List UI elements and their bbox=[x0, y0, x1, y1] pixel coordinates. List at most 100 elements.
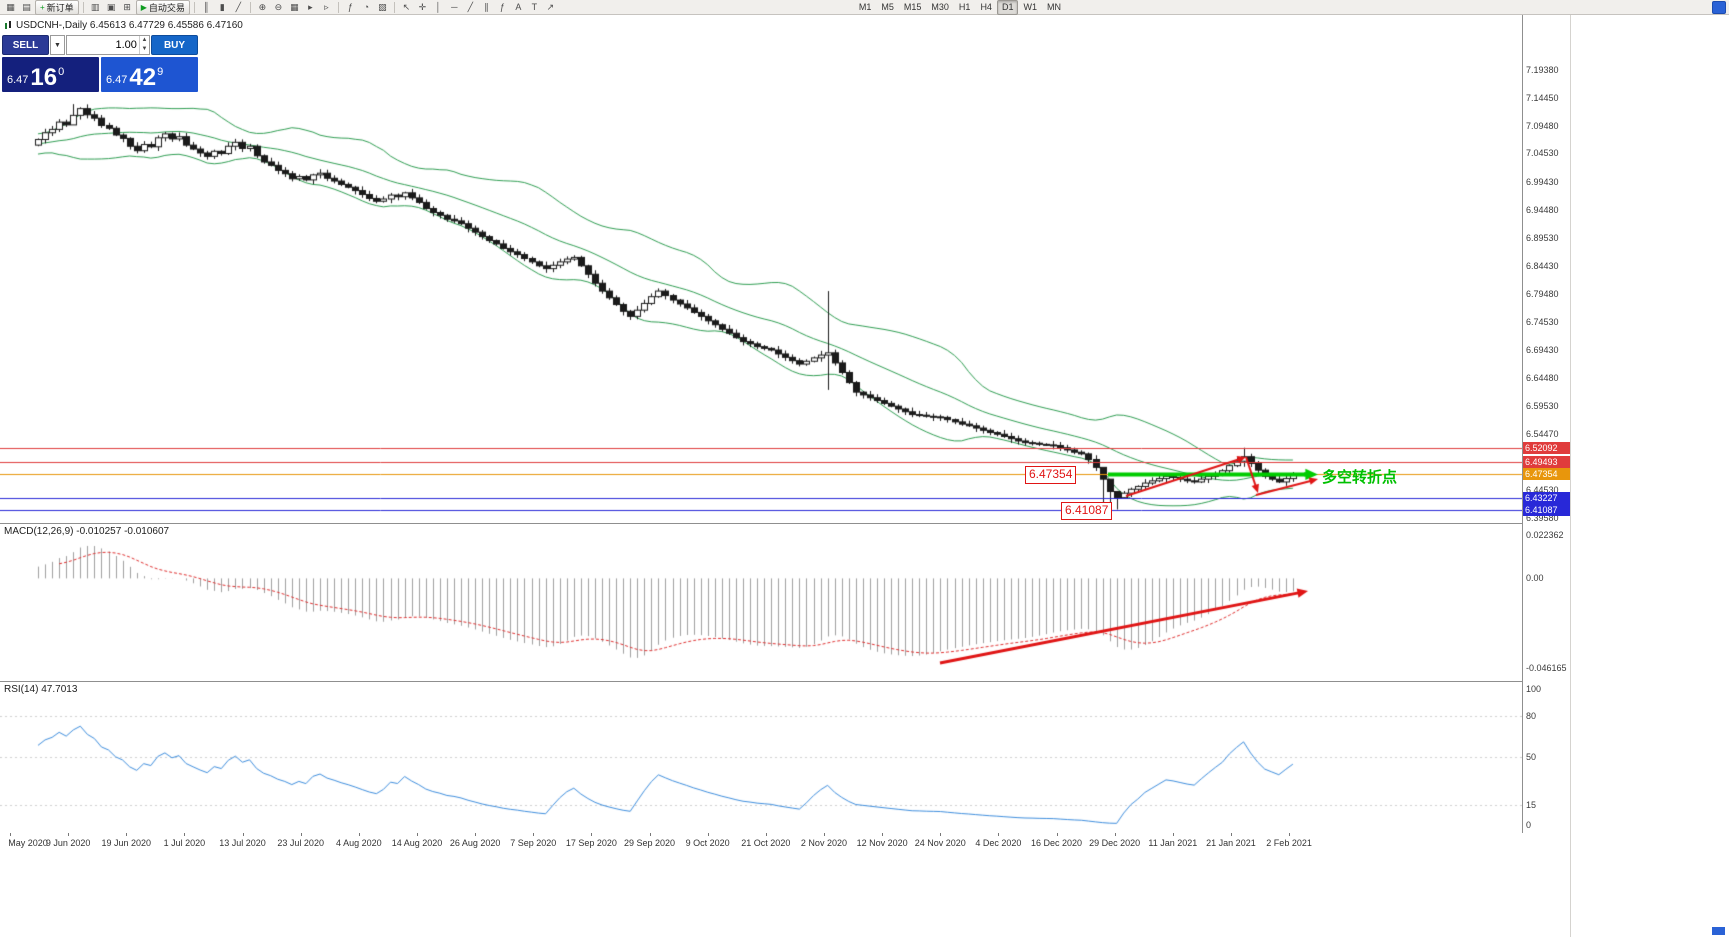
timeframe-button-m5[interactable]: M5 bbox=[881, 1, 894, 12]
toolbar-separator bbox=[249, 1, 251, 13]
sell-price-display[interactable]: 6.47 16 0 bbox=[2, 57, 99, 92]
toolbar-more-icon[interactable] bbox=[1712, 0, 1726, 14]
date-tick bbox=[1230, 833, 1232, 836]
date-label: 9 Oct 2020 bbox=[685, 838, 730, 848]
date-label: 11 Jan 2021 bbox=[1148, 838, 1198, 848]
volume-up-icon[interactable]: ▲ bbox=[141, 37, 148, 43]
price-tick: 6.64480 bbox=[1526, 373, 1559, 384]
date-label: 14 Aug 2020 bbox=[391, 838, 443, 848]
rsi-scale-tick: 15 bbox=[1526, 799, 1537, 810]
terminal-icon[interactable]: ⊞ bbox=[123, 1, 131, 12]
price-tick: 6.44530 bbox=[1526, 485, 1559, 496]
zoom-out-icon[interactable]: ⊖ bbox=[274, 1, 283, 12]
toolbar-separator bbox=[337, 1, 339, 13]
chart-shift-icon[interactable]: ▹ bbox=[324, 1, 329, 12]
price-chart-canvas[interactable] bbox=[0, 15, 1522, 523]
time-axis[interactable]: May 2020 9 Jun 2020 19 Jun 2020 1 Jul 2020 1… bbox=[0, 833, 1570, 850]
volume-field: ▲ ▼ bbox=[66, 35, 150, 55]
horizontal-line-icon[interactable]: ─ bbox=[451, 2, 458, 12]
bottom-right-status-icon[interactable] bbox=[1712, 927, 1725, 935]
timeframe-button-h4[interactable]: H4 bbox=[980, 1, 992, 12]
charts-grid-icon[interactable]: ▥ bbox=[90, 1, 100, 12]
symbols-icon[interactable]: ▦ bbox=[6, 1, 15, 12]
toolbar-separator bbox=[193, 1, 195, 13]
date-label: 4 Dec 2020 bbox=[975, 838, 1022, 848]
timeframe-button-w1[interactable]: W1 bbox=[1023, 1, 1037, 12]
price-tick: 6.54470 bbox=[1526, 429, 1559, 440]
buy-button[interactable]: BUY bbox=[151, 35, 198, 55]
autotrade-button-label: 自动交易 bbox=[148, 2, 185, 13]
macd-indicator-canvas[interactable] bbox=[0, 523, 1522, 681]
volume-input[interactable] bbox=[67, 36, 139, 54]
date-tick bbox=[591, 833, 593, 836]
autotrade-button[interactable]: ▶ 自动交易 bbox=[135, 0, 190, 15]
navigator-icon[interactable]: ▣ bbox=[106, 1, 116, 12]
chevron-down-icon: ▼ bbox=[54, 41, 61, 49]
text-icon[interactable]: A bbox=[515, 2, 522, 12]
toolbar-separator bbox=[82, 1, 84, 13]
periods-icon[interactable]: ◔ bbox=[363, 2, 370, 12]
arrows-icon[interactable]: ↗ bbox=[546, 1, 555, 12]
channel-icon[interactable]: ∥ bbox=[484, 1, 489, 12]
candle-chart-icon[interactable]: ▮ bbox=[219, 1, 225, 12]
timeframe-button-m30[interactable]: M30 bbox=[931, 1, 949, 12]
date-label: 26 Aug 2020 bbox=[449, 838, 501, 848]
templates-icon[interactable]: ▧ bbox=[378, 1, 387, 12]
date-tick bbox=[765, 833, 767, 836]
one-click-trading-panel: SELL ▼ ▲ ▼ BUY 6.47 16 0 6.47 42 9 bbox=[2, 35, 198, 92]
rsi-indicator-canvas[interactable] bbox=[0, 681, 1522, 833]
crosshair-icon[interactable]: ✛ bbox=[418, 1, 427, 12]
text-label-icon[interactable]: T bbox=[531, 2, 538, 12]
chart-ohlc-header: USDCNH-,Daily 6.45613 6.47729 6.45586 6.… bbox=[4, 20, 243, 31]
date-label: 29 Sep 2020 bbox=[624, 838, 676, 848]
trendline-icon[interactable]: ╱ bbox=[467, 1, 474, 12]
fibonacci-icon[interactable]: ƒ bbox=[499, 2, 505, 12]
price-tick: 7.19380 bbox=[1526, 65, 1559, 75]
price-tick: 6.74530 bbox=[1526, 316, 1559, 327]
pane-divider[interactable] bbox=[0, 523, 1570, 524]
cursor-icon[interactable]: ↖ bbox=[402, 1, 411, 12]
order-type-dropdown[interactable]: ▼ bbox=[50, 35, 65, 55]
volume-down-icon[interactable]: ▼ bbox=[141, 46, 148, 52]
zoom-in-icon[interactable]: ⊕ bbox=[258, 1, 267, 12]
date-tick bbox=[940, 833, 942, 836]
price-scale[interactable]: 7.19380 7.14450 7.09480 7.04530 6.99430 6.944… bbox=[1523, 15, 1570, 833]
rsi-scale-tick: 50 bbox=[1526, 752, 1537, 762]
date-label: 16 Dec 2020 bbox=[1030, 838, 1083, 848]
rsi-scale-tick: 0 bbox=[1526, 820, 1532, 830]
level-price-label: 6.47354 bbox=[1025, 466, 1077, 484]
date-tick bbox=[475, 833, 477, 836]
timeframe-button-h1[interactable]: H1 bbox=[958, 1, 971, 12]
right-margin bbox=[1570, 15, 1729, 937]
timeframe-button-mn[interactable]: MN bbox=[1046, 1, 1061, 12]
new-chart-icon[interactable]: ▤ bbox=[22, 1, 31, 12]
price-tick: 6.94480 bbox=[1526, 204, 1559, 215]
sell-price-big: 16 bbox=[30, 64, 58, 91]
date-tick bbox=[300, 833, 302, 836]
timeframe-button-m15[interactable]: M15 bbox=[903, 1, 922, 12]
date-tick bbox=[416, 833, 418, 836]
toolbar-separator bbox=[393, 1, 395, 13]
price-tick: 6.69430 bbox=[1526, 345, 1559, 356]
price-tick: 6.84430 bbox=[1526, 261, 1559, 272]
timeframe-button-d1[interactable]: D1 bbox=[996, 0, 1019, 15]
line-chart-icon[interactable]: ╱ bbox=[235, 1, 242, 12]
tile-windows-icon[interactable]: ▦ bbox=[290, 1, 299, 12]
rsi-scale-tick: 100 bbox=[1526, 684, 1542, 694]
price-tick: 6.59530 bbox=[1526, 400, 1559, 411]
date-label: 29 Dec 2020 bbox=[1089, 838, 1141, 848]
timeframe-button-m1[interactable]: M1 bbox=[858, 1, 872, 12]
date-label: 17 Sep 2020 bbox=[565, 838, 617, 848]
date-label: May 2020 bbox=[8, 838, 48, 848]
sell-button[interactable]: SELL bbox=[2, 35, 49, 55]
auto-scroll-icon[interactable]: ▸ bbox=[308, 1, 313, 12]
date-label: 12 Nov 2020 bbox=[856, 838, 908, 848]
new-order-button[interactable]: + 新订单 bbox=[35, 0, 79, 15]
buy-price-display[interactable]: 6.47 42 9 bbox=[101, 57, 198, 92]
date-tick bbox=[358, 833, 360, 836]
pane-divider[interactable] bbox=[0, 681, 1570, 682]
bar-chart-icon[interactable]: ║ bbox=[203, 2, 210, 12]
vertical-line-icon[interactable]: │ bbox=[435, 2, 442, 12]
indicators-icon[interactable]: ƒ bbox=[347, 2, 353, 12]
main-toolbar: ▦ ▤ + 新订单 ▥ ▣ ⊞ ▶ 自动交易 ║ ▮ ╱ ⊕ ⊖ ▦ ▸ ▹ ƒ ◔ ▧ ↖ ✛ │ ─ ╱ ∥ ƒ A T ↗ M1 M5 M… bbox=[0, 0, 1729, 15]
